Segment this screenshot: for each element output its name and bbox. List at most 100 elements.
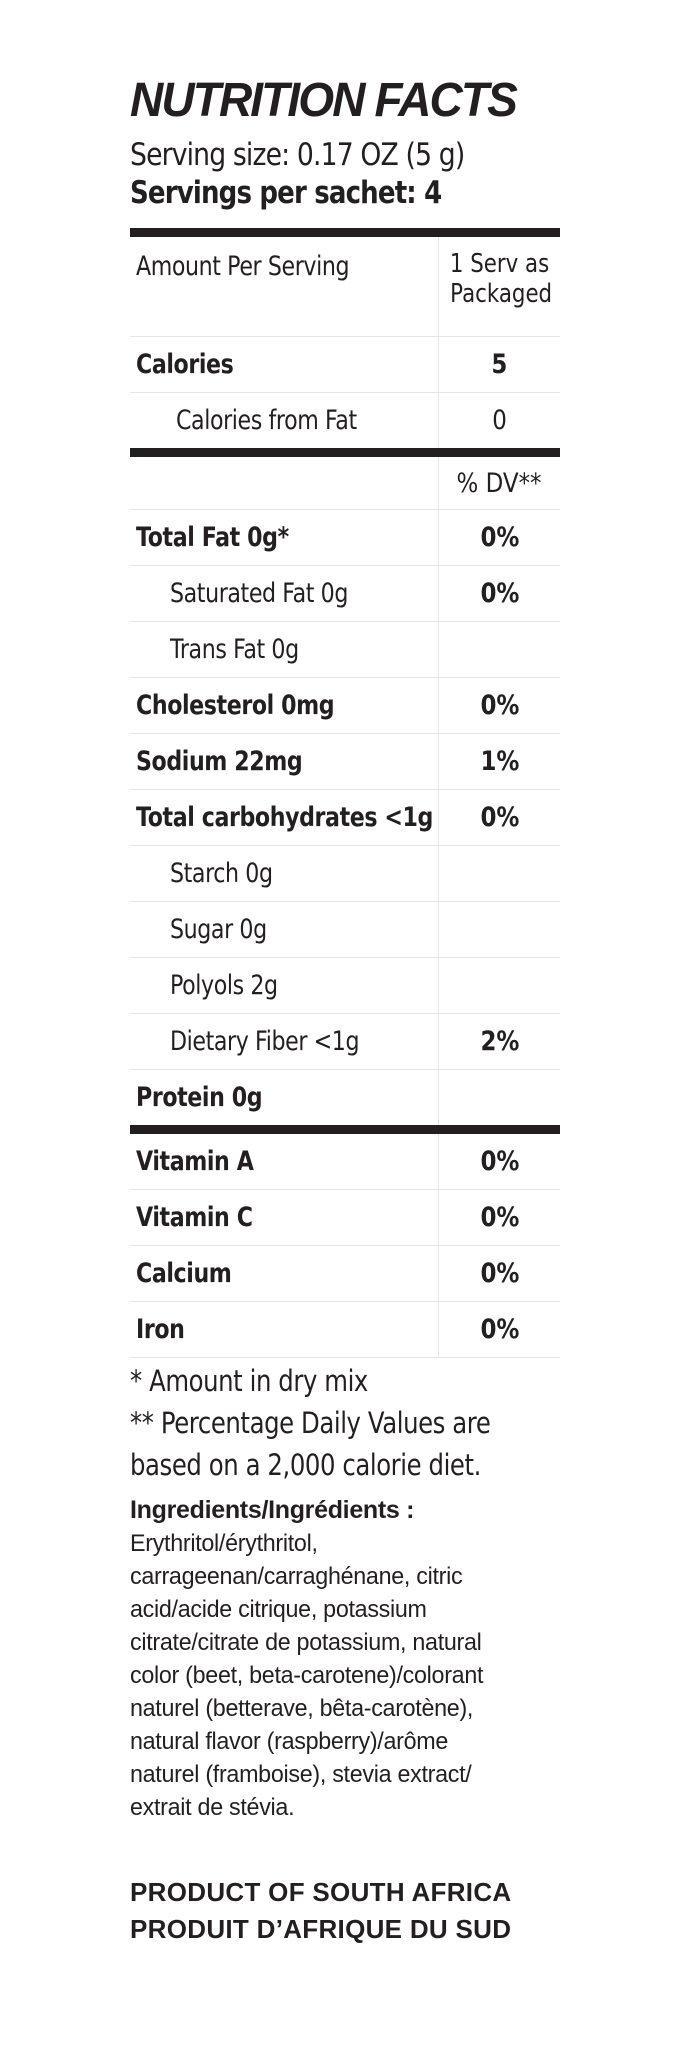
ingredients-line: naturel (betterave, bêta-carotène), [130,1695,474,1722]
vitamin-label: Vitamin A [136,1146,254,1177]
table-row: Sodium 22mg 1% [130,734,560,790]
nutrient-value-cell: 0% [438,510,560,565]
dv-header-cell: % DV** [438,457,560,509]
vitamin-value-cell: 0% [438,1190,560,1245]
nutrient-label-cell: Sodium 22mg [130,746,438,777]
vitamin-value-cell: 0% [438,1134,560,1189]
vitamin-label-cell: Calcium [130,1258,438,1289]
nutrient-label: Starch 0g [170,858,273,889]
calories-row: Calories 5 [130,337,560,393]
table-header-row: Amount Per Serving 1 Serv as Packaged [130,237,560,337]
ingredients-line: natural flavor (raspberry)/arôme [130,1728,449,1755]
footnote-line: ** Percentage Daily Values are [130,1406,491,1440]
serving-header-line1: 1 Serv as [449,249,550,279]
nutrient-value-cell: 0% [438,678,560,733]
nutrient-label-cell: Total Fat 0g* [130,522,438,553]
ingredients-line: Erythritol/érythritol, [130,1530,318,1557]
calories-fat-value: 0 [492,405,507,436]
origin-block: PRODUCT OF SOUTH AFRICA PRODUIT D’AFRIQU… [130,1874,560,1948]
nutrient-value-cell: 0% [438,566,560,621]
nutrient-label-cell: Polyols 2g [130,970,438,1001]
table-row: Total carbohydrates <1g 0% [130,790,560,846]
calories-fat-value-cell: 0 [438,393,560,448]
serving-size: Serving size: 0.17 OZ (5 g) [130,137,465,173]
nutrient-label-cell: Sugar 0g [130,914,438,945]
nutrient-value: 2% [480,1026,519,1057]
table-row: Cholesterol 0mg 0% [130,678,560,734]
nutrient-label: Saturated Fat 0g [170,578,348,609]
nutrient-label-cell: Total carbohydrates <1g [130,802,438,833]
amount-per-serving-cell: Amount Per Serving [130,237,438,282]
ingredients-line: naturel (framboise), stevia extract/ [130,1761,472,1788]
footnote-line: based on a 2,000 calorie diet. [130,1448,481,1482]
calories-fat-label-cell: Calories from Fat [130,405,438,436]
nutrient-value-cell [438,958,560,1013]
ingredients-line: color (beet, beta-carotene)/colorant [130,1662,484,1689]
origin-french: PRODUIT D’AFRIQUE DU SUD [130,1914,512,1944]
ingredients-title: Ingredients/Ingrédients : [130,1496,415,1524]
nutrient-label: Protein 0g [136,1082,263,1113]
nutrient-value-cell: 1% [438,734,560,789]
table-row: Dietary Fiber <1g 2% [130,1014,560,1070]
calories-label-cell: Calories [130,349,438,380]
nutrient-table: % DV** Total Fat 0g* 0% Saturated Fat 0g… [130,457,560,1125]
table-row: Protein 0g [130,1070,560,1125]
calories-value: 5 [491,349,508,380]
dv-header: % DV** [456,467,543,499]
ingredients-line: extrait de stévia. [130,1794,295,1821]
nutrition-facts-panel: NUTRITION FACTS Serving size: 0.17 OZ (5… [130,72,560,1948]
nutrition-title: NUTRITION FACTS [130,74,518,127]
vitamin-value: 0% [480,1258,519,1289]
nutrient-value: 1% [480,746,519,777]
vitamin-label-cell: Iron [130,1314,438,1345]
footnote-line: * Amount in dry mix [130,1364,368,1398]
servings-per-sachet: Servings per sachet: 4 [130,175,442,211]
calories-value-cell: 5 [438,337,560,392]
nutrient-label: Dietary Fiber <1g [170,1026,360,1057]
bottom-thick-rule [130,1125,560,1134]
nutrient-label-cell: Protein 0g [130,1082,438,1113]
nutrient-value-cell [438,1070,560,1125]
nutrient-label: Cholesterol 0mg [136,690,335,721]
nutrient-value-cell [438,622,560,677]
vitamin-label: Vitamin C [136,1202,253,1233]
calories-label: Calories [136,349,234,380]
nutrient-value: 0% [480,522,519,553]
nutrient-value: 0% [480,690,519,721]
nutrient-label-cell: Saturated Fat 0g [130,578,438,609]
origin-english: PRODUCT OF SOUTH AFRICA [130,1877,512,1907]
nutrient-label: Trans Fat 0g [170,634,299,665]
table-row: Polyols 2g [130,958,560,1014]
nutrient-value-cell [438,846,560,901]
nutrient-value: 0% [480,802,519,833]
table-row: Starch 0g [130,846,560,902]
calories-fat-label: Calories from Fat [176,405,357,436]
nutrient-label: Total Fat 0g* [136,522,289,553]
table-row: Vitamin A 0% [130,1134,560,1190]
nutrient-value-cell [438,902,560,957]
nutrient-label-cell: Cholesterol 0mg [130,690,438,721]
nutrient-label-cell: Dietary Fiber <1g [130,1026,438,1057]
calories-fat-row: Calories from Fat 0 [130,393,560,448]
serving-header-cell: 1 Serv as Packaged [438,237,560,336]
dv-header-row: % DV** [130,457,560,510]
table-row: Saturated Fat 0g 0% [130,566,560,622]
middle-thick-rule [130,448,560,457]
nutrient-label: Total carbohydrates <1g [136,802,434,833]
table-row: Total Fat 0g* 0% [130,510,560,566]
nutrient-label: Sodium 22mg [136,746,303,777]
vitamin-table: Vitamin A 0% Vitamin C 0% Calcium 0% Iro… [130,1134,560,1358]
nutrient-label-cell: Trans Fat 0g [130,634,438,665]
footnotes: * Amount in dry mix ** Percentage Daily … [130,1360,560,1486]
nutrient-value: 0% [480,578,519,609]
table-row: Calcium 0% [130,1246,560,1302]
nutrition-table: Amount Per Serving 1 Serv as Packaged Ca… [130,237,560,448]
vitamin-value-cell: 0% [438,1302,560,1357]
nutrient-label: Polyols 2g [170,970,278,1001]
nutrient-value-cell: 0% [438,790,560,845]
ingredients-block: Ingredients/Ingrédients : Erythritol/éry… [130,1494,560,1824]
vitamin-value: 0% [480,1146,519,1177]
vitamin-value-cell: 0% [438,1246,560,1301]
vitamin-label-cell: Vitamin A [130,1146,438,1177]
vitamin-label: Calcium [136,1258,232,1289]
